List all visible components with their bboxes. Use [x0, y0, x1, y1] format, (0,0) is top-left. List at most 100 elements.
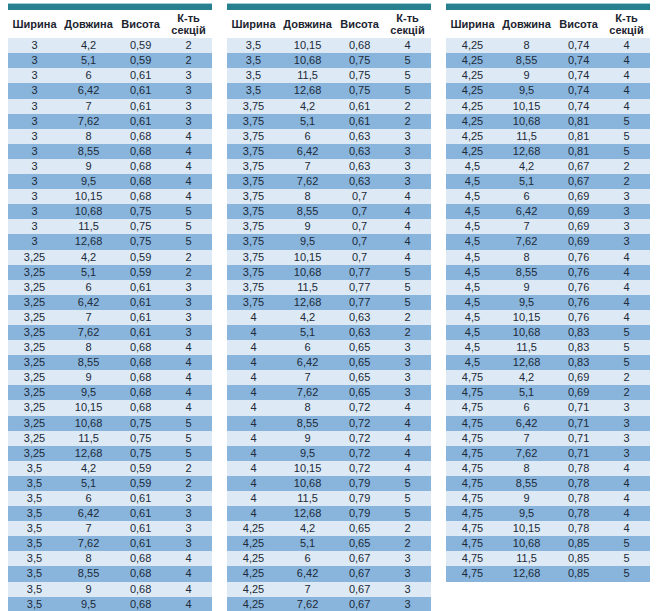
cell: 0,79 — [335, 491, 384, 506]
cell: 0,68 — [116, 355, 165, 370]
table-row: 4,254,20,652 — [227, 521, 431, 536]
cell: 4 — [603, 38, 650, 53]
cell: 5 — [165, 446, 212, 461]
size-table-3: ШиринаДовжинаВисотаК-ть секцій 4,2580,74… — [446, 3, 650, 611]
cell: 3 — [384, 144, 431, 159]
cell: 5 — [603, 340, 650, 355]
cell: 0,72 — [335, 400, 384, 415]
table-row: 412,680,795 — [227, 506, 431, 521]
cell: 10,15 — [499, 521, 554, 536]
cell: 3 — [603, 446, 650, 461]
cell: 4 — [384, 416, 431, 431]
cell: 0,69 — [554, 385, 603, 400]
cell: 7,62 — [61, 325, 116, 340]
cell: 0,63 — [335, 159, 384, 174]
cell: 6 — [280, 551, 335, 566]
cell: 3,5 — [8, 536, 61, 551]
cell: 3,75 — [227, 250, 280, 265]
cell: 5 — [384, 476, 431, 491]
table-row: 370,613 — [8, 99, 212, 114]
table-row: 3,7510,150,74 — [227, 250, 431, 265]
cell: 4,2 — [61, 250, 116, 265]
cell: 7 — [280, 370, 335, 385]
cell: 10,15 — [499, 99, 554, 114]
cell: 3 — [8, 114, 61, 129]
table-row: 3,2590,684 — [8, 370, 212, 385]
table-row: 4,511,50,835 — [446, 340, 650, 355]
cell: 10,15 — [61, 400, 116, 415]
cell: 0,74 — [554, 38, 603, 53]
table-row: 312,680,755 — [8, 234, 212, 249]
cell: 4 — [165, 370, 212, 385]
dimensions-table: ШиринаДовжинаВисотаК-ть секцій 3,510,150… — [227, 11, 431, 611]
column-header-1: Довжина — [499, 11, 554, 38]
cell: 4,5 — [446, 310, 499, 325]
cell: 4,5 — [446, 234, 499, 249]
cell: 5 — [603, 566, 650, 581]
cell: 3,75 — [227, 174, 280, 189]
cell: 10,68 — [280, 476, 335, 491]
cell: 3 — [165, 310, 212, 325]
cell: 5 — [603, 551, 650, 566]
table-row: 4,570,693 — [446, 219, 650, 234]
cell: 3,5 — [227, 68, 280, 83]
cell: 8,55 — [61, 566, 116, 581]
cell: 6 — [280, 129, 335, 144]
cell: 8 — [61, 551, 116, 566]
cell: 10,68 — [280, 53, 335, 68]
cell: 9,5 — [499, 295, 554, 310]
cell: 4 — [227, 370, 280, 385]
cell: 4 — [165, 551, 212, 566]
cell: 12,68 — [499, 144, 554, 159]
table-row: 3,2510,150,684 — [8, 400, 212, 415]
cell: 10,68 — [61, 416, 116, 431]
cell: 9 — [499, 280, 554, 295]
column-header-3: К-ть секцій — [384, 11, 431, 38]
cell: 5 — [384, 295, 431, 310]
cell: 7 — [499, 219, 554, 234]
cell: 5 — [165, 431, 212, 446]
table-row: 460,653 — [227, 340, 431, 355]
cell: 4,25 — [446, 144, 499, 159]
table-row: 4,7510,150,784 — [446, 521, 650, 536]
cell: 0,59 — [116, 461, 165, 476]
cell: 4,5 — [446, 219, 499, 234]
cell: 4,2 — [280, 99, 335, 114]
table-row: 4,510,680,835 — [446, 325, 650, 340]
cell: 0,61 — [116, 83, 165, 98]
cell: 0,72 — [335, 461, 384, 476]
cell: 11,5 — [499, 129, 554, 144]
cell: 0,75 — [116, 431, 165, 446]
cell: 3,75 — [227, 144, 280, 159]
table-row: 3,512,680,755 — [227, 83, 431, 98]
cell: 0,67 — [554, 159, 603, 174]
cell: 3,75 — [227, 114, 280, 129]
table-row: 35,10,592 — [8, 53, 212, 68]
cell: 8,55 — [280, 416, 335, 431]
table-row: 4,55,10,672 — [446, 174, 650, 189]
cell: 5 — [165, 204, 212, 219]
cell: 9 — [280, 219, 335, 234]
table-row: 4,56,420,693 — [446, 204, 650, 219]
header-row: ШиринаДовжинаВисотаК-ть секцій — [8, 11, 212, 38]
cell: 4,75 — [446, 551, 499, 566]
cell: 9,5 — [499, 506, 554, 521]
table-row: 4,560,693 — [446, 189, 650, 204]
cell: 3 — [384, 597, 431, 611]
cell: 3 — [384, 385, 431, 400]
table-row: 34,20,592 — [8, 38, 212, 53]
cell: 4 — [165, 159, 212, 174]
cell: 0,76 — [554, 310, 603, 325]
cell: 5 — [603, 144, 650, 159]
cell: 3,25 — [8, 431, 61, 446]
cell: 0,68 — [116, 400, 165, 415]
cell: 0,81 — [554, 144, 603, 159]
cell: 5 — [384, 68, 431, 83]
cell: 4,2 — [61, 461, 116, 476]
table-row: 3,7560,633 — [227, 129, 431, 144]
header-row: ШиринаДовжинаВисотаК-ть секцій — [227, 11, 431, 38]
cell: 4,25 — [446, 129, 499, 144]
cell: 0,67 — [554, 174, 603, 189]
cell: 0,78 — [554, 491, 603, 506]
cell: 0,68 — [116, 597, 165, 611]
